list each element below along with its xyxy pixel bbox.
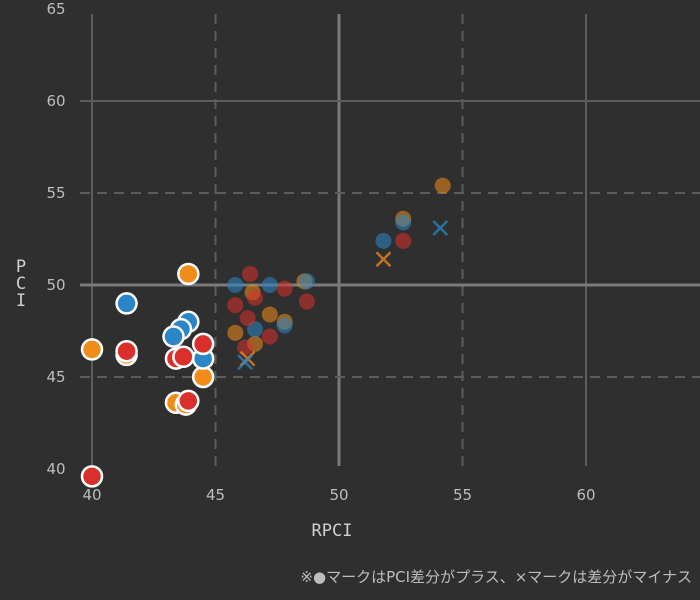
- data-point-circle: [172, 345, 195, 369]
- data-point-circle: [434, 177, 451, 194]
- y-tick-label: 45: [46, 368, 65, 386]
- data-point-x-marker: [432, 220, 449, 236]
- data-points: [80, 177, 451, 488]
- y-axis-title-letter: P: [16, 257, 26, 277]
- data-point-circle: [162, 325, 185, 348]
- data-point-circle: [227, 324, 244, 341]
- data-point-circle: [395, 232, 412, 249]
- x-tick-label: 55: [453, 486, 472, 504]
- data-point-circle: [80, 465, 104, 488]
- data-point-circle: [191, 365, 215, 389]
- x-marker-stroke: [237, 354, 254, 371]
- chart-note: ※●マークはPCI差分がプラス、×マークは差分がマイナス: [300, 568, 692, 586]
- data-point-circle: [177, 389, 200, 413]
- y-tick-label: 50: [46, 276, 65, 294]
- data-point-circle: [247, 289, 264, 306]
- x-marker-stroke: [432, 220, 449, 236]
- data-point-circle: [80, 338, 104, 361]
- data-point-circle: [261, 328, 278, 345]
- grid-lines: [80, 14, 700, 466]
- data-point-circle: [375, 232, 392, 249]
- data-point-circle: [115, 339, 138, 363]
- data-point-circle: [177, 262, 200, 286]
- data-point-x-marker: [237, 354, 254, 371]
- x-marker-stroke: [375, 251, 392, 268]
- y-axis-title-letter: C: [16, 274, 26, 294]
- data-point-circle: [237, 339, 254, 356]
- data-point-circle: [191, 332, 215, 356]
- data-point-circle: [242, 265, 259, 282]
- x-tick-label: 50: [329, 486, 348, 504]
- x-axis-title: RPCI: [312, 521, 353, 541]
- y-axis-title-letter: I: [16, 291, 26, 311]
- data-point-x-marker: [375, 251, 392, 268]
- y-tick-label: 55: [46, 184, 65, 202]
- data-point-circle: [298, 293, 315, 310]
- x-tick-label: 60: [576, 486, 595, 504]
- data-point-circle: [227, 297, 244, 314]
- data-point-circle: [227, 277, 244, 293]
- data-point-circle: [261, 277, 278, 293]
- x-tick-label: 45: [206, 486, 225, 504]
- data-point-circle: [115, 292, 138, 315]
- tick-labels: 404550556065404550556065: [46, 0, 700, 504]
- data-point-circle: [276, 280, 293, 297]
- data-point-circle: [239, 310, 256, 327]
- y-tick-label: 40: [46, 460, 65, 478]
- x-tick-label: 40: [82, 486, 101, 504]
- y-tick-label: 60: [46, 92, 65, 110]
- data-point-circle: [261, 306, 278, 323]
- data-point-circle: [395, 214, 412, 231]
- data-point-circle: [276, 317, 293, 334]
- y-axis-title: PCI: [16, 257, 26, 311]
- data-point-circle: [298, 273, 315, 290]
- y-tick-label: 65: [46, 0, 65, 18]
